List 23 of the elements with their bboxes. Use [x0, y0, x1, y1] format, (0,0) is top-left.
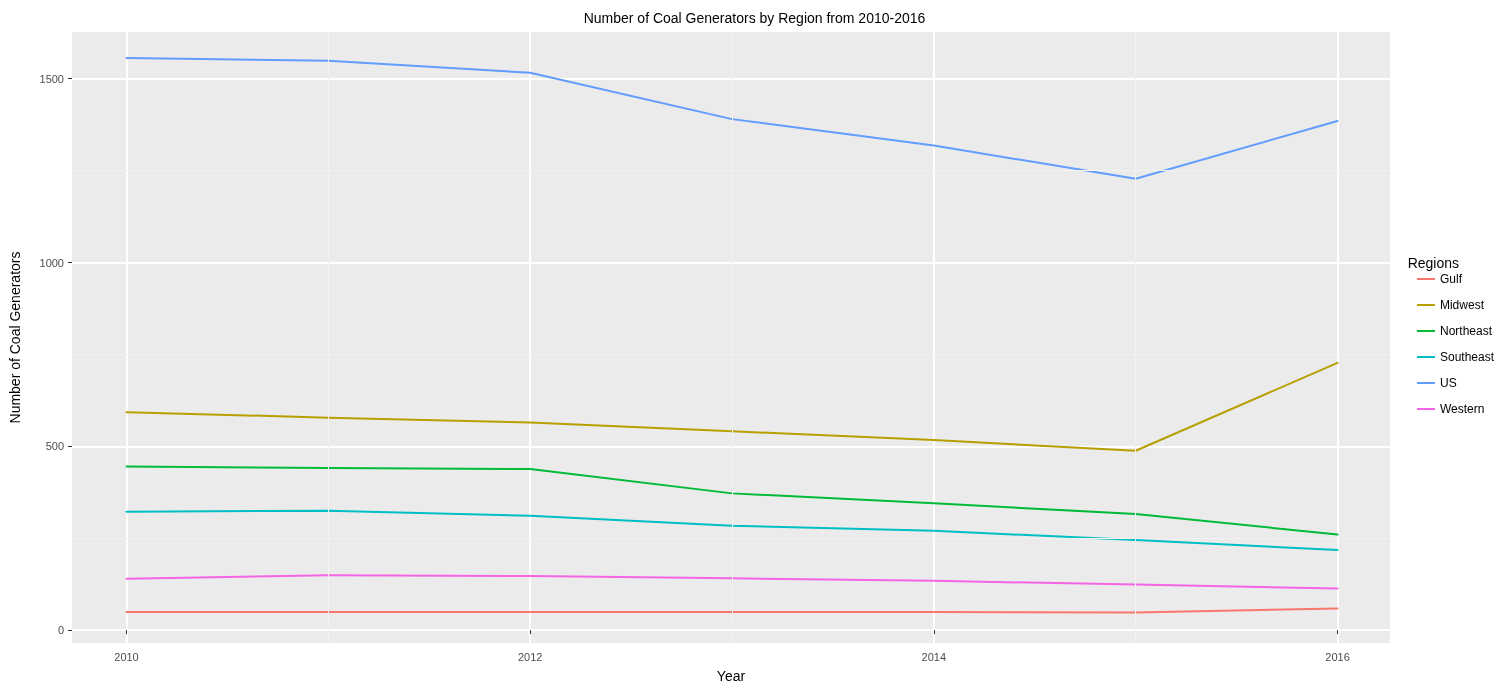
y-axis-title: Number of Coal Generators [7, 251, 23, 424]
legend-label: Southeast [1439, 350, 1495, 364]
legend-label: Western [1439, 402, 1485, 416]
legend-label: Gulf [1439, 272, 1463, 286]
y-tick-label: 0 [57, 624, 64, 637]
line-series [125, 465, 1339, 536]
line-series [125, 574, 1339, 590]
x-tick-label: 2014 [921, 650, 947, 663]
legend-title: Regions [1407, 255, 1460, 271]
legend-label: Midwest [1439, 298, 1485, 312]
line-series [125, 57, 1339, 180]
legend-label: Northeast [1439, 324, 1493, 338]
y-tick-label: 1000 [39, 256, 64, 269]
x-axis-title: Year [716, 668, 746, 684]
x-tick-label: 2010 [114, 650, 139, 663]
legend-label: US [1439, 376, 1457, 390]
y-tick-label: 1500 [39, 72, 64, 85]
x-tick-label: 2012 [517, 650, 543, 663]
x-tick-label: 2016 [1325, 650, 1350, 663]
line-series [125, 361, 1339, 452]
chart-title: Number of Coal Generators by Region from 2010-2016 [583, 10, 926, 26]
line-series [125, 509, 1339, 551]
y-tick-label: 500 [45, 440, 64, 453]
